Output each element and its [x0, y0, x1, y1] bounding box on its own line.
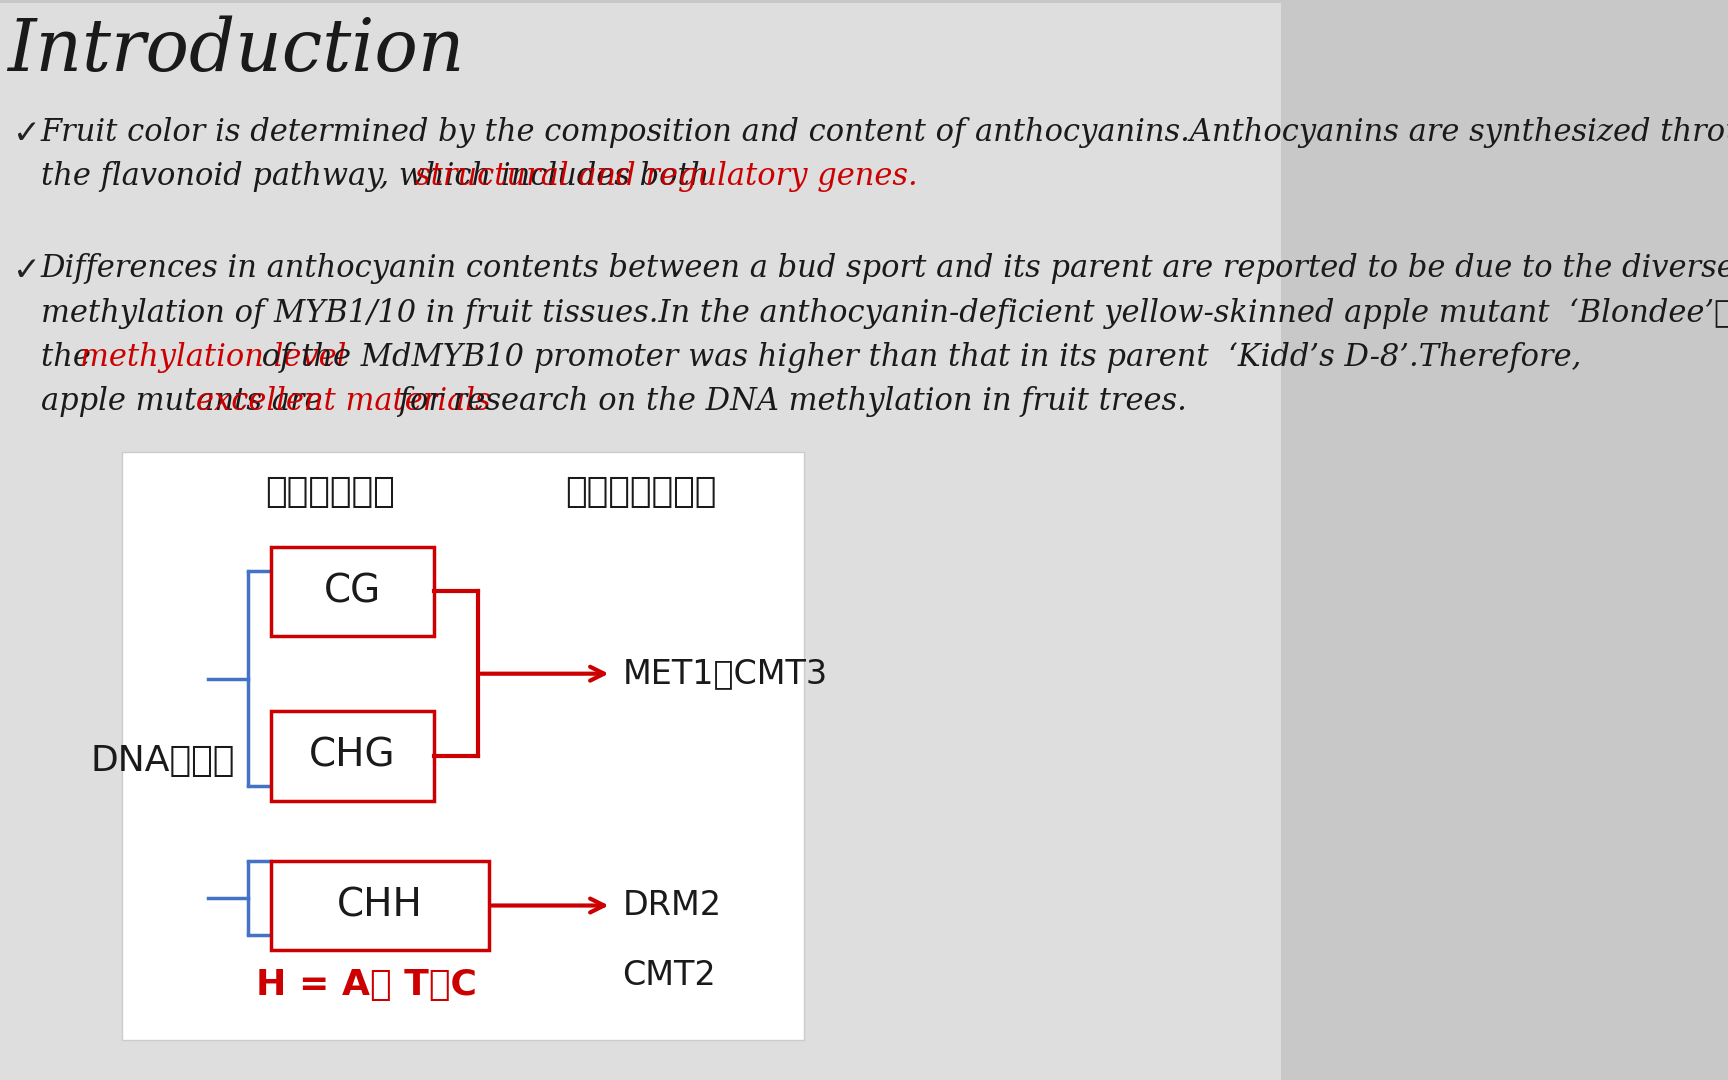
- FancyBboxPatch shape: [271, 711, 434, 801]
- Text: Fruit color is determined by the composition and content of anthocyanins.Anthocy: Fruit color is determined by the composi…: [41, 117, 1728, 148]
- FancyBboxPatch shape: [123, 451, 804, 1040]
- Text: ✓: ✓: [14, 255, 41, 287]
- Text: CMT2: CMT2: [622, 959, 717, 991]
- Text: the flavonoid pathway, which includes both: the flavonoid pathway, which includes bo…: [41, 161, 719, 191]
- Text: Differences in anthocyanin contents between a bud sport and its parent are repor: Differences in anthocyanin contents betw…: [41, 254, 1728, 284]
- Text: methylation of MYB1/10 in fruit tissues.In the anthocyanin-deficient yellow-skin: methylation of MYB1/10 in fruit tissues.…: [41, 298, 1728, 329]
- Text: CHH: CHH: [337, 887, 423, 924]
- Text: 三种碱基序列: 三种碱基序列: [264, 475, 394, 509]
- Text: apple mutants are: apple mutants are: [41, 386, 332, 417]
- Text: H = A， T或C: H = A， T或C: [256, 969, 477, 1002]
- Text: the: the: [41, 342, 100, 373]
- Text: CG: CG: [323, 572, 380, 610]
- FancyBboxPatch shape: [0, 3, 1280, 1080]
- Text: for research on the DNA methylation in fruit trees.: for research on the DNA methylation in f…: [389, 386, 1187, 417]
- FancyBboxPatch shape: [271, 861, 489, 950]
- Text: excellent materials: excellent materials: [197, 386, 491, 417]
- Text: 四种甲基转移酶: 四种甲基转移酶: [565, 475, 717, 509]
- Text: DRM2: DRM2: [622, 889, 722, 922]
- Text: MET1和CMT3: MET1和CMT3: [622, 658, 828, 690]
- Text: of the MdMYB10 promoter was higher than that in its parent  ‘Kidd’s D-8’.Therefo: of the MdMYB10 promoter was higher than …: [252, 342, 1581, 373]
- FancyBboxPatch shape: [271, 546, 434, 636]
- Text: CHG: CHG: [309, 737, 396, 775]
- Text: structural and regulatory genes.: structural and regulatory genes.: [415, 161, 918, 191]
- Text: methylation level: methylation level: [79, 342, 346, 373]
- Text: Introduction: Introduction: [7, 15, 465, 86]
- Text: ✓: ✓: [14, 117, 41, 150]
- Text: DNA甲基化: DNA甲基化: [92, 744, 235, 778]
